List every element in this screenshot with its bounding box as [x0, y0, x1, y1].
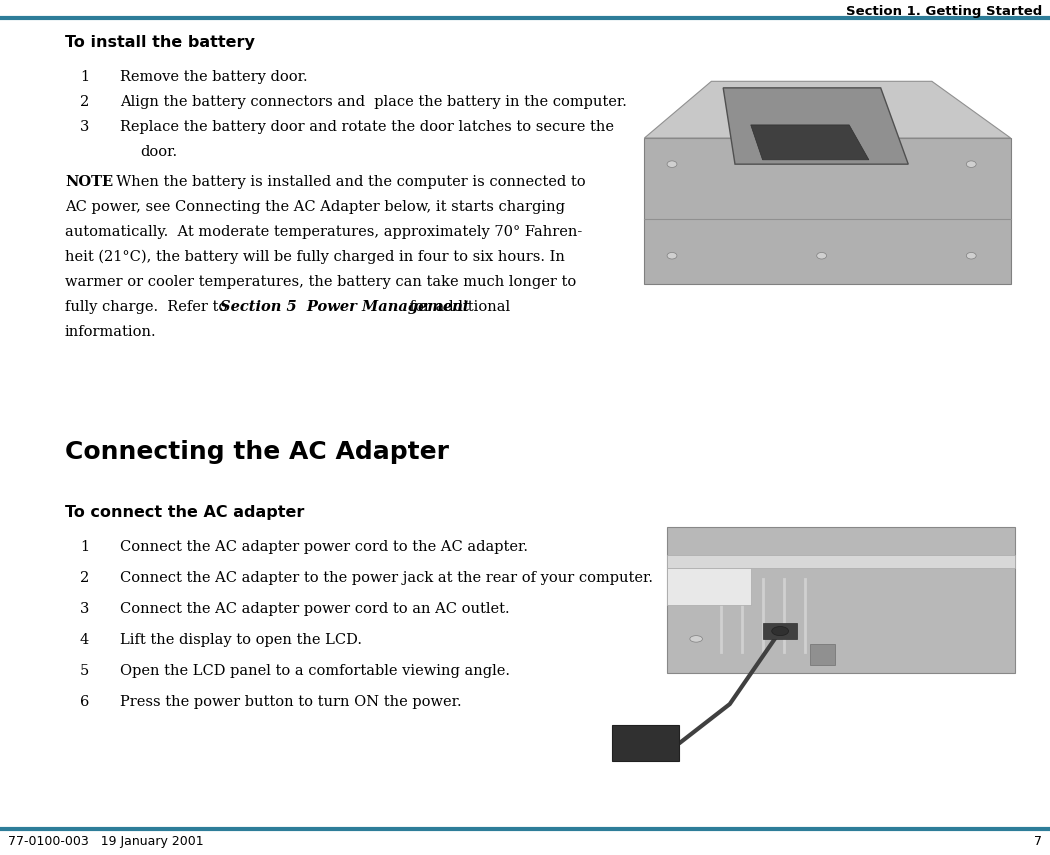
Text: Section 5  Power Management: Section 5 Power Management	[220, 300, 469, 314]
Text: 1: 1	[80, 70, 89, 84]
Text: 5: 5	[80, 664, 89, 678]
Polygon shape	[645, 138, 1010, 284]
Text: Press the power button to turn ON the power.: Press the power button to turn ON the po…	[120, 695, 462, 709]
Text: 77-0100-003   19 January 2001: 77-0100-003 19 January 2001	[8, 835, 204, 848]
Text: Connect the AC adapter power cord to the AC adapter.: Connect the AC adapter power cord to the…	[120, 540, 528, 554]
Ellipse shape	[966, 252, 976, 259]
Text: Section 1. Getting Started: Section 1. Getting Started	[845, 5, 1042, 18]
Text: 2: 2	[80, 95, 89, 109]
Bar	[604, 522, 1024, 782]
Text: Lift the display to open the LCD.: Lift the display to open the LCD.	[120, 633, 362, 647]
Text: Align the battery connectors and  place the battery in the computer.: Align the battery connectors and place t…	[120, 95, 627, 109]
Text: 4: 4	[80, 633, 89, 647]
Text: To connect the AC adapter: To connect the AC adapter	[65, 505, 304, 520]
Text: automatically.  At moderate temperatures, approximately 70° Fahren-: automatically. At moderate temperatures,…	[65, 225, 583, 239]
Text: Connecting the AC Adapter: Connecting the AC Adapter	[65, 440, 449, 464]
Text: To install the battery: To install the battery	[65, 35, 255, 50]
Ellipse shape	[690, 635, 702, 642]
Ellipse shape	[772, 627, 789, 635]
Ellipse shape	[667, 161, 677, 168]
Text: information.: information.	[65, 325, 156, 339]
Polygon shape	[612, 725, 679, 762]
Text: door.: door.	[140, 145, 177, 159]
Text: for additional: for additional	[405, 300, 510, 314]
Bar	[763, 623, 797, 639]
Text: 7: 7	[1034, 835, 1042, 848]
Text: When the battery is installed and the computer is connected to: When the battery is installed and the co…	[107, 175, 586, 189]
Text: Connect the AC adapter to the power jack at the rear of your computer.: Connect the AC adapter to the power jack…	[120, 571, 653, 585]
Bar	[810, 644, 835, 665]
Text: warmer or cooler temperatures, the battery can take much longer to: warmer or cooler temperatures, the batte…	[65, 275, 576, 289]
Ellipse shape	[966, 161, 976, 168]
Text: 6: 6	[80, 695, 89, 709]
Polygon shape	[645, 81, 1010, 138]
Polygon shape	[723, 88, 908, 164]
Text: Open the LCD panel to a comfortable viewing angle.: Open the LCD panel to a comfortable view…	[120, 664, 510, 678]
Text: heit (21°C), the battery will be fully charged in four to six hours. In: heit (21°C), the battery will be fully c…	[65, 250, 565, 264]
Bar	[667, 569, 751, 605]
Ellipse shape	[817, 252, 826, 259]
Text: Remove the battery door.: Remove the battery door.	[120, 70, 308, 84]
Text: NOTE: NOTE	[65, 175, 113, 189]
Text: 3: 3	[80, 120, 89, 134]
Text: 2: 2	[80, 571, 89, 585]
Text: AC power, see Connecting the AC Adapter below, it starts charging: AC power, see Connecting the AC Adapter …	[65, 200, 565, 214]
Text: 3: 3	[80, 602, 89, 616]
Bar	[667, 556, 1015, 569]
Text: fully charge.  Refer to: fully charge. Refer to	[65, 300, 232, 314]
Text: Replace the battery door and rotate the door latches to secure the: Replace the battery door and rotate the …	[120, 120, 614, 134]
Text: 1: 1	[80, 540, 89, 554]
Bar	[625, 77, 1018, 295]
Ellipse shape	[667, 252, 677, 259]
Text: Connect the AC adapter power cord to an AC outlet.: Connect the AC adapter power cord to an …	[120, 602, 509, 616]
Polygon shape	[667, 527, 1015, 673]
Polygon shape	[751, 125, 869, 160]
